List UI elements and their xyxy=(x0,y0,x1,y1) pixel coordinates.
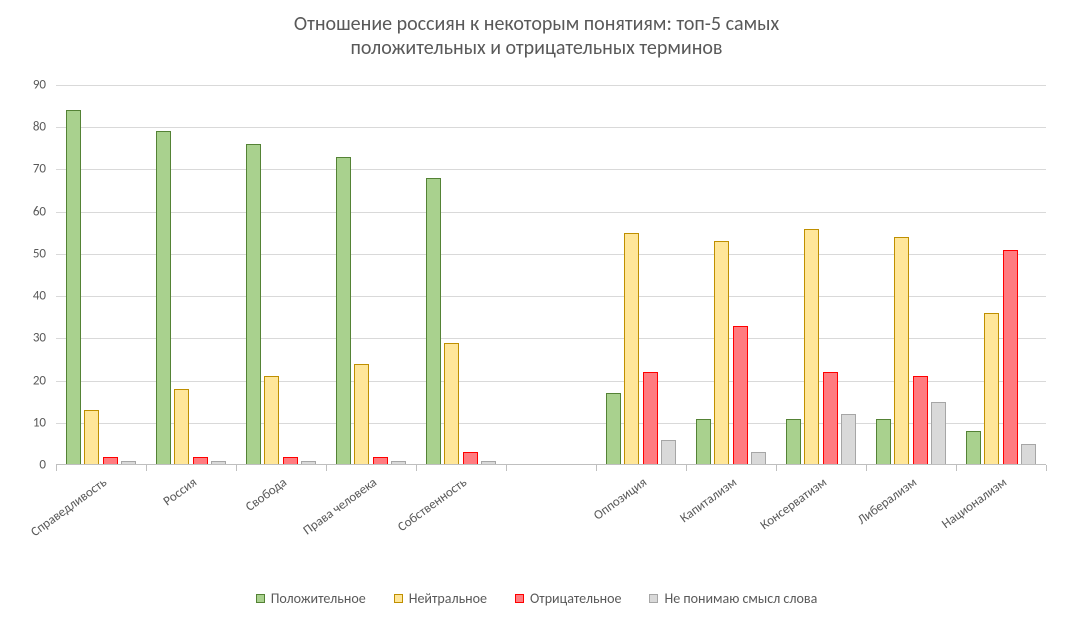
legend-label: Не понимаю смысл слова xyxy=(664,590,817,607)
bar xyxy=(1003,250,1018,465)
bar xyxy=(913,376,928,465)
x-axis-tick-label: Капитализм xyxy=(677,475,739,526)
x-axis-tick-label: Собственность xyxy=(395,475,470,535)
x-tickmark xyxy=(416,465,417,471)
bar xyxy=(786,419,801,465)
legend-swatch xyxy=(649,594,658,603)
bar xyxy=(84,410,99,465)
chart-title-line2: положительных и отрицательных терминов xyxy=(0,36,1073,60)
y-axis-tick-label: 10 xyxy=(0,415,46,430)
bar xyxy=(606,393,621,465)
legend-item: Не понимаю смысл слова xyxy=(649,590,817,607)
x-axis-tick-label: Справедливость xyxy=(28,475,110,540)
legend-label: Отрицательное xyxy=(530,590,621,607)
legend-label: Положительное xyxy=(271,590,366,607)
bar xyxy=(714,241,729,465)
chart-container: Отношение россиян к некоторым понятиям: … xyxy=(0,0,1073,634)
y-axis-tick-label: 70 xyxy=(0,162,46,177)
bar xyxy=(841,414,856,465)
bar xyxy=(336,157,351,465)
legend-swatch xyxy=(515,594,524,603)
bar xyxy=(733,326,748,465)
x-tickmark xyxy=(686,465,687,471)
bar xyxy=(643,372,658,465)
bar xyxy=(823,372,838,465)
x-axis-labels: СправедливостьРоссияСвободаПрава человек… xyxy=(56,475,1046,595)
legend-swatch xyxy=(394,594,403,603)
bar xyxy=(624,233,639,465)
x-axis-tick-label: Права человека xyxy=(301,475,380,538)
y-axis-tick-label: 0 xyxy=(0,458,46,473)
bar xyxy=(966,431,981,465)
bars-layer xyxy=(56,85,1046,465)
x-axis-tick-label: Либерализм xyxy=(855,475,920,528)
bar xyxy=(426,178,441,465)
bar xyxy=(876,419,891,465)
x-tickmark xyxy=(956,465,957,471)
legend-label: Нейтральное xyxy=(409,590,487,607)
x-tickmark xyxy=(236,465,237,471)
legend-swatch xyxy=(256,594,265,603)
chart-title: Отношение россиян к некоторым понятиям: … xyxy=(0,0,1073,60)
bar xyxy=(931,402,946,465)
bar xyxy=(264,376,279,465)
bar xyxy=(1021,444,1036,465)
bar xyxy=(354,364,369,465)
y-axis-tick-label: 30 xyxy=(0,331,46,346)
y-axis-tick-label: 40 xyxy=(0,289,46,304)
bar xyxy=(984,313,999,465)
plot-area xyxy=(56,85,1046,465)
x-axis-tick-label: Россия xyxy=(161,475,200,509)
y-axis-tick-label: 90 xyxy=(0,78,46,93)
bar xyxy=(156,131,171,465)
bar xyxy=(661,440,676,465)
y-axis-tick-label: 20 xyxy=(0,373,46,388)
x-axis-tick-label: Оппозиция xyxy=(591,475,650,523)
x-tickmark xyxy=(56,465,57,471)
y-axis-tick-label: 50 xyxy=(0,246,46,261)
legend-item: Положительное xyxy=(256,590,366,607)
bar xyxy=(444,343,459,465)
x-tickmark xyxy=(326,465,327,471)
bar xyxy=(804,229,819,465)
x-axis-baseline xyxy=(56,464,1046,465)
bar xyxy=(66,110,81,465)
x-axis-tick-label: Национализм xyxy=(939,475,1010,532)
legend: Положительное Нейтральное Отрицательное Не … xyxy=(0,590,1073,607)
y-axis-tick-label: 80 xyxy=(0,120,46,135)
bar xyxy=(894,237,909,465)
x-tickmark xyxy=(506,465,507,471)
x-tickmark xyxy=(146,465,147,471)
x-axis-tick-label: Консерватизм xyxy=(758,475,830,533)
legend-item: Отрицательное xyxy=(515,590,621,607)
chart-title-line1: Отношение россиян к некоторым понятиям: … xyxy=(0,12,1073,36)
x-tickmark xyxy=(1046,465,1047,471)
bar xyxy=(174,389,189,465)
bar xyxy=(696,419,711,465)
y-axis-tick-label: 60 xyxy=(0,204,46,219)
legend-item: Нейтральное xyxy=(394,590,487,607)
x-tickmark xyxy=(866,465,867,471)
bar xyxy=(246,144,261,465)
x-axis-tick-label: Свобода xyxy=(243,475,290,515)
x-tickmark xyxy=(596,465,597,471)
x-tickmark xyxy=(776,465,777,471)
